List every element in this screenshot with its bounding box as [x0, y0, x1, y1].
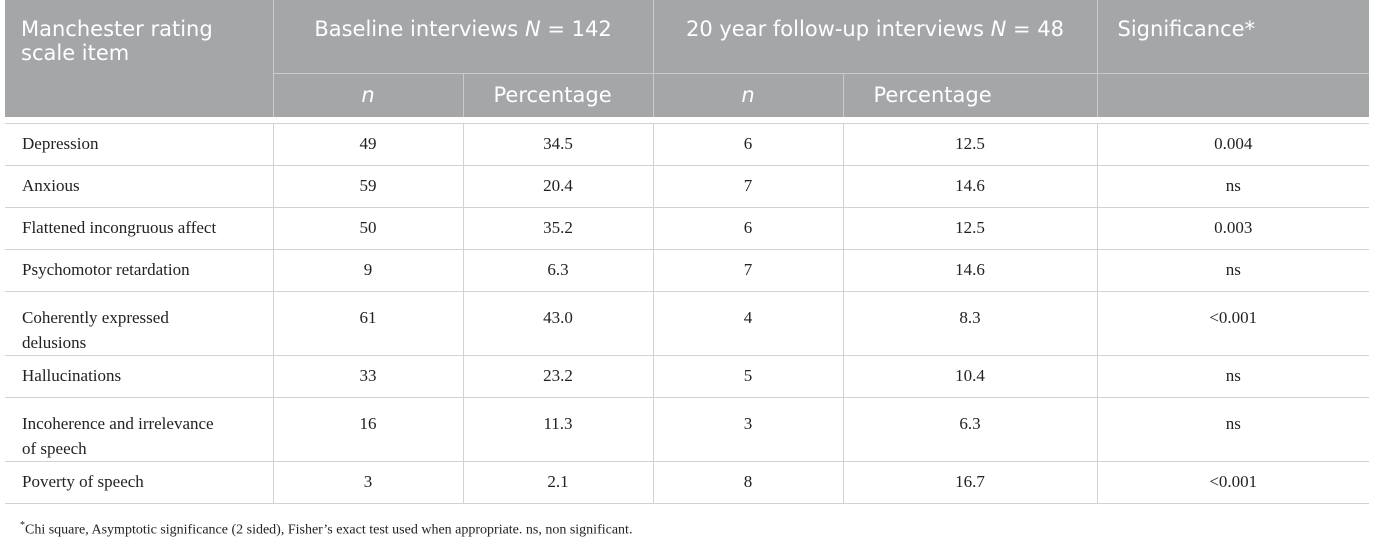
row-item-line-2: delusions: [22, 332, 87, 352]
row-baseline-n: 3: [272, 460, 464, 504]
table-row: Anxious 59 20.4 7 14.6 ns: [5, 164, 1370, 208]
row-baseline-percentage: 6.3: [462, 248, 654, 292]
row-baseline-percentage: 43.0: [462, 290, 654, 356]
table-row: Psychomotor retardation 9 6.3 7 14.6 ns: [5, 248, 1370, 292]
header-followup: 20 year follow-up interviews N = 48: [652, 0, 1098, 74]
row-followup-n: 7: [652, 248, 844, 292]
row-followup-percentage: 8.3: [842, 290, 1098, 356]
subheader-significance-blank: [1096, 73, 1370, 117]
header-row-main: Manchester rating scale item Baseline in…: [5, 0, 1370, 117]
results-table-container: Manchester rating scale item Baseline in…: [5, 0, 1370, 504]
header-item: Manchester rating scale item: [5, 0, 274, 117]
row-item: Psychomotor retardation: [5, 248, 274, 292]
row-item: Coherently expressed delusions: [5, 290, 274, 356]
table-row: Coherently expressed delusions 61 43.0 4 …: [5, 290, 1370, 356]
row-item-line-1: Incoherence and irrelevance: [22, 413, 214, 433]
results-table: Manchester rating scale item Baseline in…: [5, 0, 1370, 504]
subheader-baseline-n: n: [273, 73, 464, 117]
row-followup-n: 8: [652, 460, 844, 504]
table-row: Hallucinations 33 23.2 5 10.4 ns: [5, 354, 1370, 398]
row-followup-percentage: 12.5: [842, 206, 1098, 250]
row-baseline-n: 61: [272, 290, 464, 356]
row-significance: ns: [1096, 164, 1370, 208]
subheader-followup-percentage: Percentage: [842, 73, 1098, 117]
header-significance-label: Significance*: [1117, 17, 1256, 41]
header-significance: Significance*: [1096, 0, 1370, 74]
row-baseline-n: 59: [272, 164, 464, 208]
row-baseline-percentage: 23.2: [462, 354, 654, 398]
row-item: Flattened incongruous affect: [5, 206, 274, 250]
header-row-sub: n Percentage n Percentage: [5, 73, 1370, 117]
row-item-line-1: Coherently expressed: [22, 307, 169, 327]
row-followup-n: 6: [652, 122, 844, 166]
footnote-text: Chi square, Asymptotic significance (2 s…: [25, 522, 633, 538]
row-item: Anxious: [5, 164, 274, 208]
header-baseline-n-symbol: N: [524, 17, 541, 41]
row-item-line-2: of speech: [22, 438, 87, 458]
table-footnote: *Chi square, Asymptotic significance (2 …: [20, 520, 632, 539]
row-baseline-percentage: 20.4: [462, 164, 654, 208]
row-significance: ns: [1096, 248, 1370, 292]
subheader-followup-n: n: [652, 73, 844, 117]
subheader-baseline-percentage: Percentage: [462, 73, 654, 117]
header-baseline: Baseline interviews N = 142: [272, 0, 654, 74]
row-baseline-percentage: 2.1: [462, 460, 654, 504]
row-followup-n: 4: [652, 290, 844, 356]
row-followup-percentage: 14.6: [842, 248, 1098, 292]
table-row: Poverty of speech 3 2.1 8 16.7 <0.001: [5, 460, 1370, 504]
row-item: Incoherence and irrelevance of speech: [5, 396, 274, 462]
row-baseline-n: 16: [272, 396, 464, 462]
row-followup-percentage: 10.4: [842, 354, 1098, 398]
header-baseline-count: = 142: [540, 17, 612, 41]
row-significance: ns: [1096, 354, 1370, 398]
table-row: Incoherence and irrelevance of speech 16 …: [5, 396, 1370, 462]
header-item-label: Manchester rating scale item: [21, 17, 213, 65]
row-significance: ns: [1096, 396, 1370, 462]
row-baseline-n: 50: [272, 206, 464, 250]
row-item: Depression: [5, 122, 274, 166]
row-followup-percentage: 6.3: [842, 396, 1098, 462]
footnote-marker: *: [20, 520, 25, 531]
header-baseline-prefix: Baseline interviews: [314, 17, 525, 41]
row-followup-percentage: 16.7: [842, 460, 1098, 504]
row-item: Hallucinations: [5, 354, 274, 398]
row-significance: 0.003: [1096, 206, 1370, 250]
row-baseline-percentage: 11.3: [462, 396, 654, 462]
table-row: Flattened incongruous affect 50 35.2 6 1…: [5, 206, 1370, 250]
header-followup-n-symbol: N: [990, 17, 1007, 41]
row-significance: <0.001: [1096, 460, 1370, 504]
table-row: Depression 49 34.5 6 12.5 0.004: [5, 122, 1370, 166]
row-baseline-n: 9: [272, 248, 464, 292]
row-baseline-n: 33: [272, 354, 464, 398]
row-followup-n: 6: [652, 206, 844, 250]
row-baseline-percentage: 34.5: [462, 122, 654, 166]
row-followup-percentage: 14.6: [842, 164, 1098, 208]
row-baseline-n: 49: [272, 122, 464, 166]
header-followup-count: = 48: [1006, 17, 1065, 41]
row-baseline-percentage: 35.2: [462, 206, 654, 250]
row-followup-n: 5: [652, 354, 844, 398]
header-followup-prefix: 20 year follow-up interviews: [685, 17, 991, 41]
row-significance: <0.001: [1096, 290, 1370, 356]
row-followup-n: 7: [652, 164, 844, 208]
row-followup-percentage: 12.5: [842, 122, 1098, 166]
row-item: Poverty of speech: [5, 460, 274, 504]
row-significance: 0.004: [1096, 122, 1370, 166]
row-followup-n: 3: [652, 396, 844, 462]
